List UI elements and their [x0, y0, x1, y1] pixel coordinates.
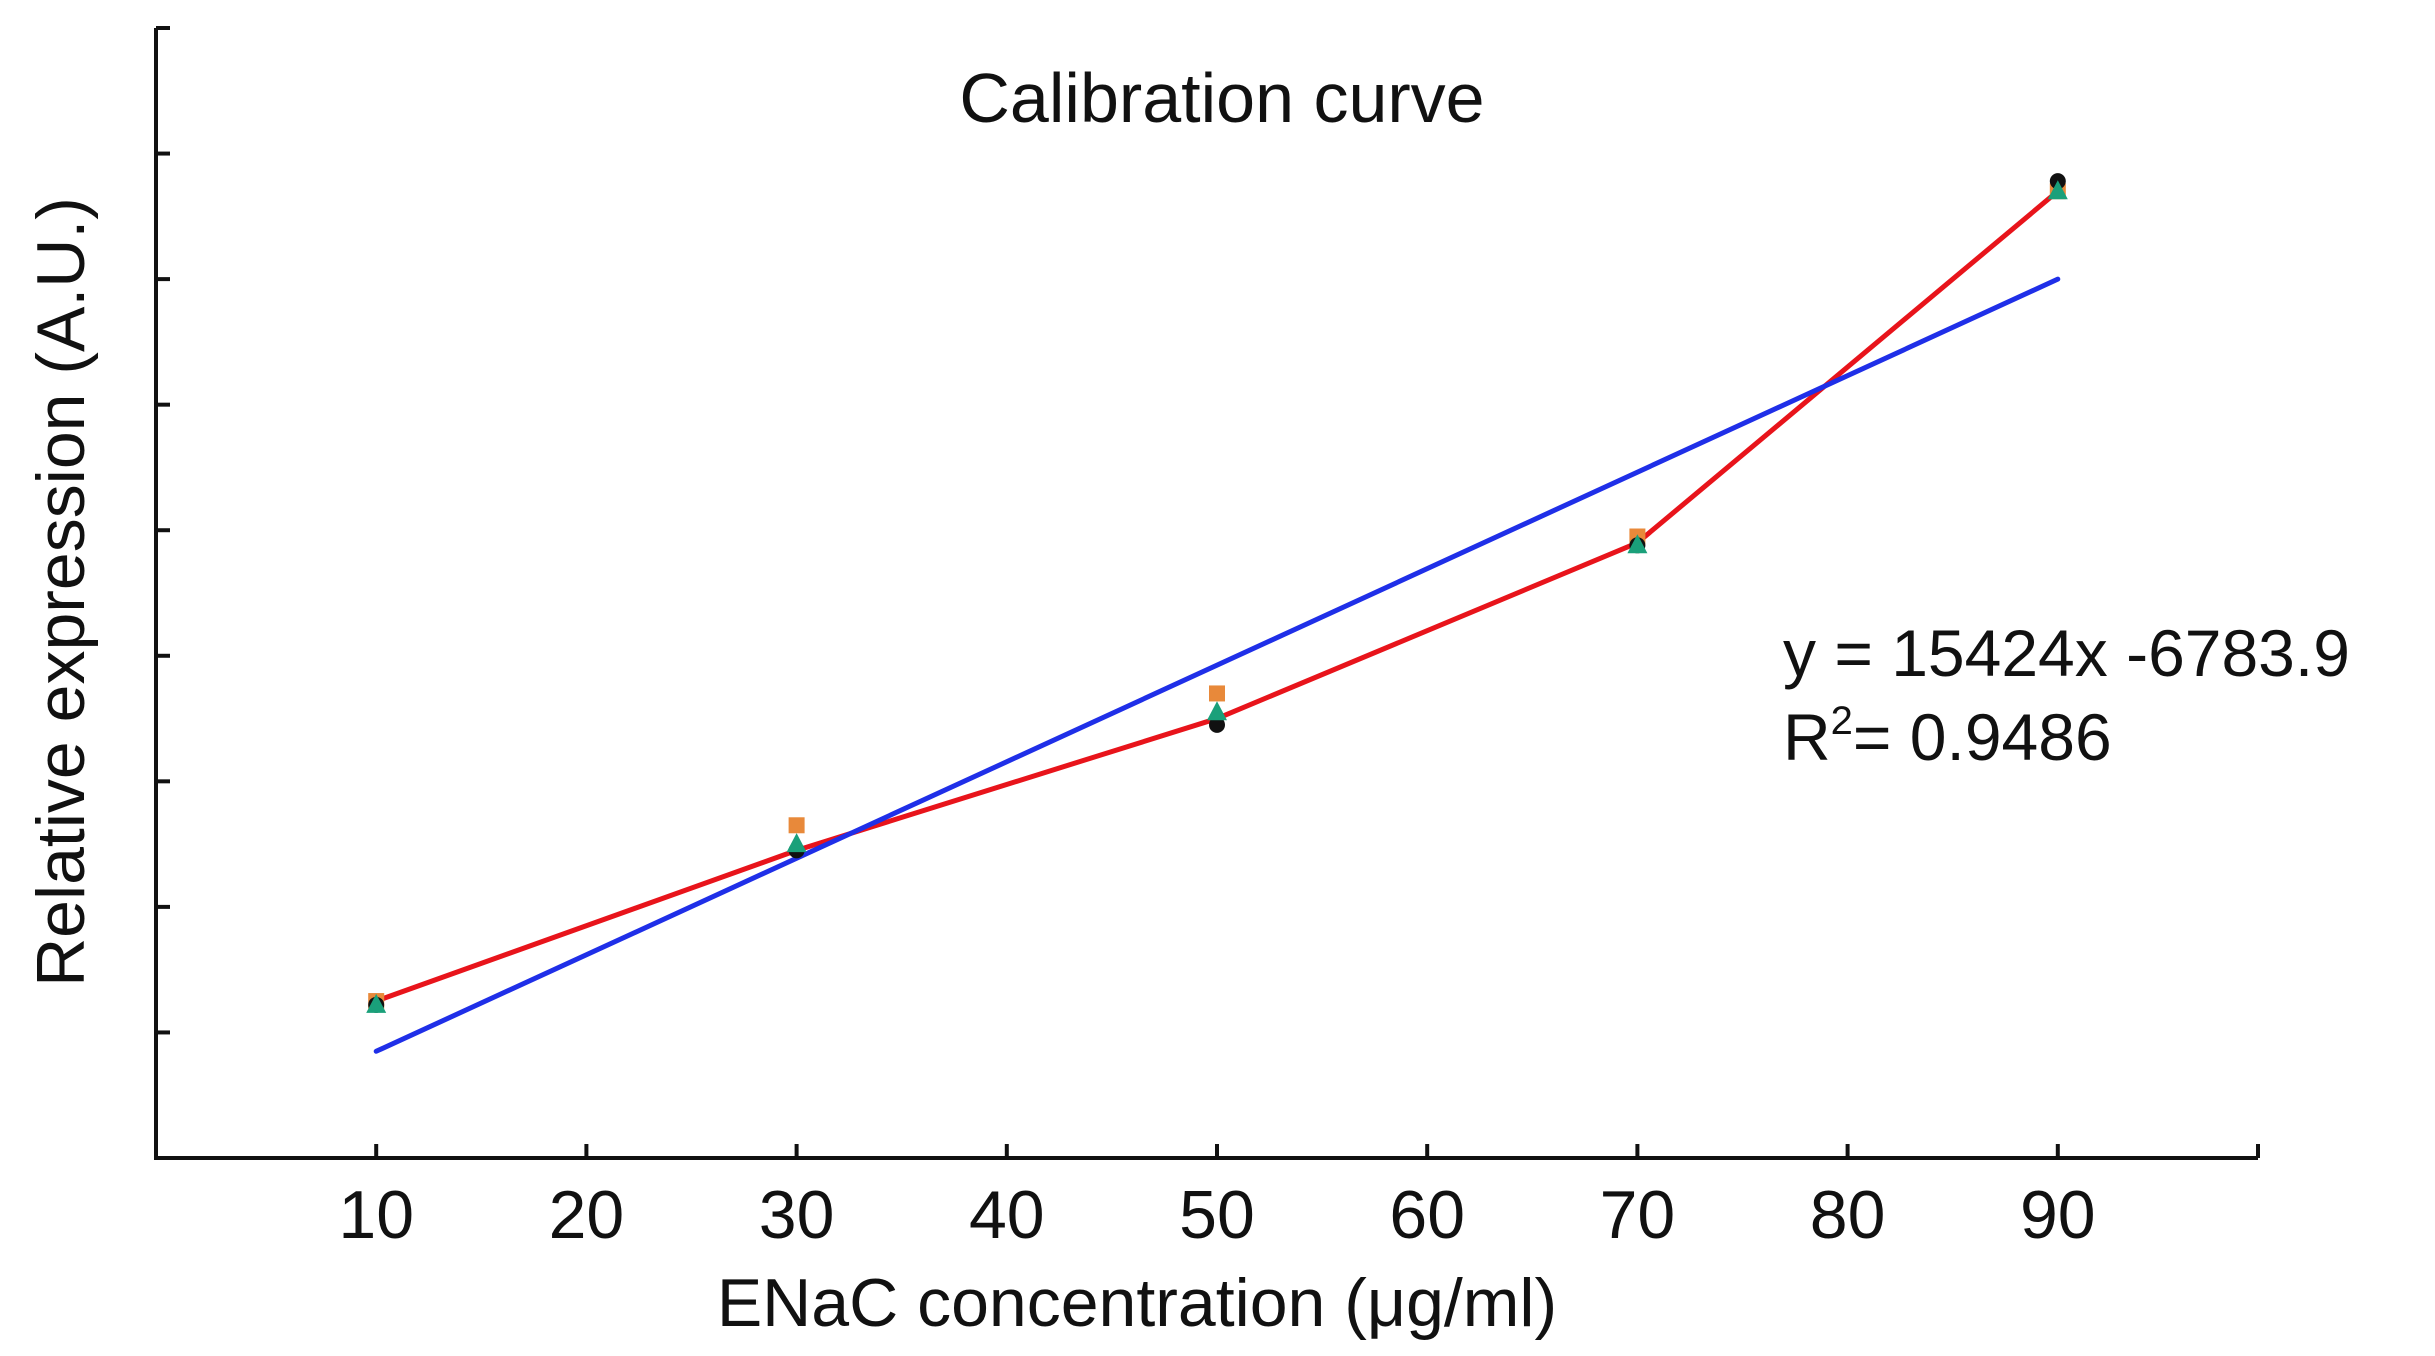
x-ticks: [374, 1144, 2260, 1158]
regression-equation: y = 15424x -6783.9: [1783, 616, 2350, 690]
r2-prefix: R: [1783, 700, 1831, 774]
series-line: [373, 276, 2061, 1054]
data-point-triangle: [786, 833, 807, 853]
x-tick-label: 20: [549, 1177, 625, 1253]
y-ticks: [156, 26, 170, 1035]
data-point-square: [1209, 685, 1225, 702]
data-point-triangle: [366, 993, 387, 1013]
axes: 10 20 30 40 50 60 70 80 90: [154, 26, 2260, 1253]
series-markers: [366, 173, 2068, 1013]
x-tick-label: 50: [1179, 1177, 1255, 1253]
x-tick-label: 30: [759, 1177, 835, 1253]
data-point-triangle: [1207, 701, 1227, 721]
x-axis-label: ENaC concentration (μg/ml): [717, 1265, 1557, 1341]
x-tick-label: 80: [1810, 1177, 1886, 1253]
x-tick-label: 70: [1600, 1177, 1676, 1253]
x-tick-label: 90: [2020, 1177, 2096, 1253]
r2-value: = 0.9486: [1853, 700, 2112, 774]
chart-title: Calibration curve: [959, 59, 1484, 137]
x-tick-label: 40: [969, 1177, 1045, 1253]
r-squared-annotation: R2= 0.9486: [1783, 699, 2112, 774]
data-point-triangle: [2047, 180, 2068, 200]
data-point-triangle: [1627, 534, 1648, 554]
data-point-circle: [1209, 716, 1225, 733]
x-tick-labels: 10 20 30 40 50 60 70 80 90: [338, 1177, 2095, 1253]
r2-superscript: 2: [1831, 699, 1853, 743]
x-tick-label: 60: [1389, 1177, 1465, 1253]
y-axis-label: Relative expression (A.U.): [23, 197, 99, 987]
x-tick-label: 10: [338, 1177, 414, 1253]
data-point-square: [788, 817, 805, 834]
